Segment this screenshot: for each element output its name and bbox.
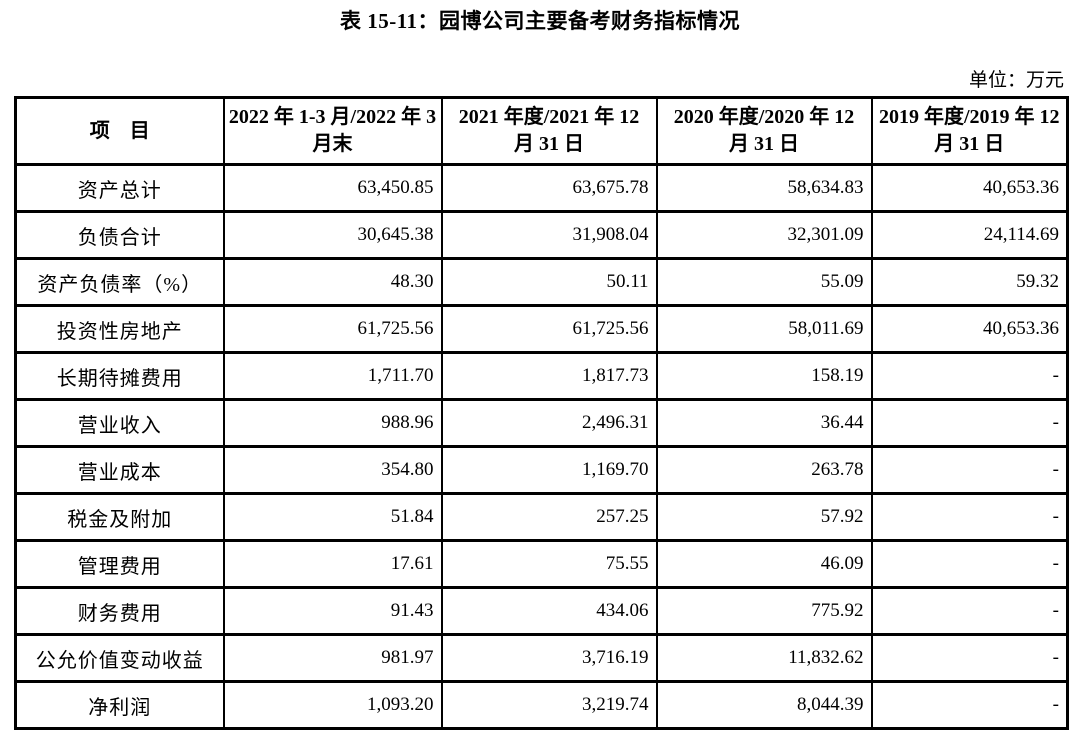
table-row: 财务费用 91.43 434.06 775.92- <box>14 587 1069 635</box>
period-column-header: 2020 年度/2020 年 12 月 31 日 <box>655 97 873 165</box>
cell-value: 31,908.04 <box>440 211 658 259</box>
cell-value: 775.92 <box>655 587 873 635</box>
table-row: 管理费用 17.61 75.55 46.09- <box>14 540 1069 588</box>
cell-value: - <box>870 399 1069 447</box>
table-row: 资产总计 63,450.85 63,675.78 58,634.83 40,653.36 <box>14 164 1069 212</box>
item-column-header: 项 目 <box>14 97 225 165</box>
period-column-header: 2022 年 1-3 月/2022 年 3 月末 <box>222 97 443 165</box>
cell-value: - <box>870 540 1069 588</box>
cell-value: 434.06 <box>440 587 658 635</box>
cell-value: 257.25 <box>440 493 658 541</box>
table-row: 投资性房地产 61,725.56 61,725.56 58,011.69 40,653.… <box>14 305 1069 353</box>
cell-value: 58,634.83 <box>655 164 873 212</box>
cell-value: 61,725.56 <box>222 305 443 353</box>
cell-value: - <box>870 352 1069 400</box>
cell-value: 354.80 <box>222 446 443 494</box>
table-row: 税金及附加 51.84 257.25 57.92- <box>14 493 1069 541</box>
cell-value: 55.09 <box>655 258 873 306</box>
row-label: 净利润 <box>14 681 225 729</box>
cell-value: 50.11 <box>440 258 658 306</box>
cell-value: 32,301.09 <box>655 211 873 259</box>
cell-value: 59.32 <box>870 258 1069 306</box>
row-label: 资产总计 <box>14 164 225 212</box>
table-header-row: 项 目 2022 年 1-3 月/2022 年 3 月末 2021 年度/2021 … <box>14 97 1069 165</box>
cell-value: 988.96 <box>222 399 443 447</box>
cell-value: 57.92 <box>655 493 873 541</box>
unit-label: 单位：万元 <box>968 70 1064 91</box>
cell-value: 263.78 <box>655 446 873 494</box>
cell-value: 1,093.20 <box>222 681 443 729</box>
cell-value: 158.19 <box>655 352 873 400</box>
cell-value: 17.61 <box>222 540 443 588</box>
cell-value: 40,653.36 <box>870 305 1069 353</box>
cell-value: 63,675.78 <box>440 164 658 212</box>
row-label: 税金及附加 <box>14 493 225 541</box>
cell-value: 40,653.36 <box>870 164 1069 212</box>
cell-value: 30,645.38 <box>222 211 443 259</box>
row-label: 财务费用 <box>14 587 225 635</box>
cell-value: 3,716.19 <box>440 634 658 682</box>
table-row: 长期待摊费用 1,711.70 1,817.73 158.19- <box>14 352 1069 400</box>
cell-value: - <box>870 681 1069 729</box>
period-column-header: 2019 年度/2019 年 12 月 31 日 <box>870 97 1069 165</box>
row-label: 负债合计 <box>14 211 225 259</box>
cell-value: 91.43 <box>222 587 443 635</box>
row-label: 资产负债率（%） <box>14 258 225 306</box>
row-label: 管理费用 <box>14 540 225 588</box>
row-label: 长期待摊费用 <box>14 352 225 400</box>
cell-value: 2,496.31 <box>440 399 658 447</box>
cell-value: 3,219.74 <box>440 681 658 729</box>
cell-value: 981.97 <box>222 634 443 682</box>
row-label: 营业成本 <box>14 446 225 494</box>
row-label: 公允价值变动收益 <box>14 634 225 682</box>
cell-value: 1,817.73 <box>440 352 658 400</box>
table-row: 营业成本 354.80 1,169.70 263.78- <box>14 446 1069 494</box>
cell-value: - <box>870 446 1069 494</box>
row-label: 投资性房地产 <box>14 305 225 353</box>
table-row: 公允价值变动收益 981.97 3,716.19 11,832.62- <box>14 634 1069 682</box>
table-row: 净利润 1,093.20 3,219.74 8,044.39- <box>14 681 1069 729</box>
cell-value: - <box>870 587 1069 635</box>
cell-value: 11,832.62 <box>655 634 873 682</box>
cell-value: 51.84 <box>222 493 443 541</box>
cell-value: - <box>870 634 1069 682</box>
cell-value: 36.44 <box>655 399 873 447</box>
cell-value: 75.55 <box>440 540 658 588</box>
cell-value: 58,011.69 <box>655 305 873 353</box>
row-label: 营业收入 <box>14 399 225 447</box>
cell-value: 8,044.39 <box>655 681 873 729</box>
cell-value: 24,114.69 <box>870 211 1069 259</box>
table-row: 营业收入 988.96 2,496.31 36.44- <box>14 399 1069 447</box>
cell-value: 63,450.85 <box>222 164 443 212</box>
period-column-header: 2021 年度/2021 年 12 月 31 日 <box>440 97 658 165</box>
cell-value: 61,725.56 <box>440 305 658 353</box>
table-title: 表 15-11：园博公司主要备考财务指标情况 <box>339 9 741 33</box>
cell-value: 48.30 <box>222 258 443 306</box>
cell-value: 1,169.70 <box>440 446 658 494</box>
table-row: 负债合计 30,645.38 31,908.04 32,301.09 24,114.69 <box>14 211 1069 259</box>
table-row: 资产负债率（%） 48.30 50.11 55.09 59.32 <box>14 258 1069 306</box>
cell-value: 46.09 <box>655 540 873 588</box>
cell-value: - <box>870 493 1069 541</box>
financial-indicators-table: 项 目 2022 年 1-3 月/2022 年 3 月末 2021 年度/2021 … <box>14 96 1069 730</box>
cell-value: 1,711.70 <box>222 352 443 400</box>
